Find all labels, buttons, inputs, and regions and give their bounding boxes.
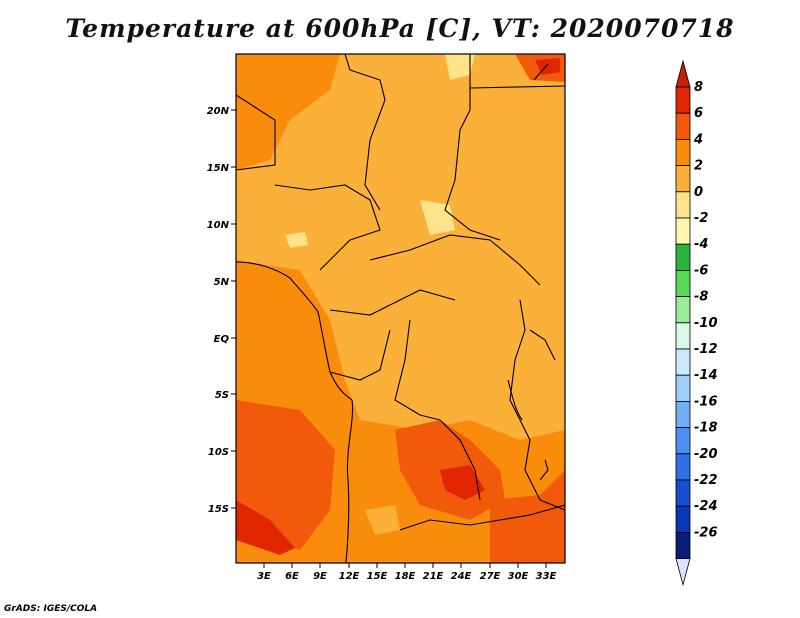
colorbar-label: -10: [694, 316, 718, 331]
colorbar-box: [675, 453, 691, 481]
colorbar-label: 4: [693, 132, 703, 147]
colorbar-label: -26: [694, 525, 718, 540]
lon-tick-label: 33E: [536, 571, 557, 582]
colorbar-box: [675, 322, 691, 350]
temperature-field: [236, 54, 565, 563]
lat-tick-label: 15N: [207, 163, 230, 174]
lon-tick-label: 30E: [508, 571, 529, 582]
colorbar-label: -18: [694, 421, 718, 436]
colorbar-label: -12: [694, 342, 718, 357]
lat-tick-label: EQ: [214, 334, 230, 345]
colorbar-label: 2: [694, 159, 703, 174]
lon-tick-label: 12E: [339, 571, 360, 582]
colorbar-label: -22: [694, 473, 718, 488]
lon-tick-label: 21E: [423, 571, 444, 582]
colorbar-label: -20: [694, 447, 718, 462]
colorbar-label: -4: [694, 237, 708, 252]
colorbar-box: [675, 427, 691, 455]
lat-tick-label: 10N: [207, 220, 230, 231]
colorbar-label: -16: [694, 394, 718, 409]
lat-axis: 20N 15N 10N 5N EQ 5S 10S 15S: [207, 106, 236, 515]
lon-tick-label: 18E: [395, 571, 416, 582]
colorbar-label: -24: [694, 499, 718, 514]
colorbar-under-triangle: [675, 558, 691, 587]
lat-tick-label: 5S: [215, 390, 229, 401]
lon-tick-label: 3E: [257, 571, 271, 582]
lat-tick-label: 20N: [207, 106, 230, 117]
colorbar-box: [675, 112, 691, 140]
lon-tick-label: 27E: [480, 571, 501, 582]
colorbar-box: [675, 296, 691, 324]
colorbar-label: -2: [694, 211, 708, 226]
colorbar-box: [675, 400, 691, 428]
lat-tick-label: 15S: [208, 504, 229, 515]
colorbar-box: [675, 191, 691, 219]
colorbar: 8 6 4 2 0 -2 -4 -6 -8 -10 -12 -14 -16 -18 -20 -22 -24 -26: [675, 59, 718, 587]
colorbar-box: [675, 374, 691, 402]
colorbar-box: [675, 505, 691, 533]
lat-tick-label: 10S: [208, 447, 229, 458]
colorbar-box: [675, 217, 691, 245]
colorbar-box: [675, 138, 691, 166]
lon-axis: 3E 6E 9E 12E 15E 18E 21E 24E 27E 30E 33E: [257, 563, 557, 582]
lon-tick-label: 6E: [285, 571, 299, 582]
plot-frame: [235, 53, 566, 564]
lon-tick-label: 24E: [451, 571, 472, 582]
colorbar-label: -6: [694, 263, 708, 278]
colorbar-label: 8: [694, 80, 703, 95]
colorbar-box: [675, 243, 691, 271]
map-title: Temperature at 600hPa [C], VT: 202007071…: [65, 14, 735, 43]
lat-tick-label: 5N: [214, 277, 230, 288]
colorbar-box: [675, 532, 691, 560]
colorbar-box: [675, 348, 691, 376]
colorbar-box: [675, 165, 691, 193]
colorbar-box: [675, 86, 691, 114]
lon-tick-label: 15E: [367, 571, 388, 582]
lon-tick-label: 9E: [313, 571, 327, 582]
colorbar-label: -8: [694, 290, 708, 305]
colorbar-label: -14: [694, 368, 718, 383]
colorbar-over-triangle: [675, 59, 691, 88]
colorbar-box: [675, 269, 691, 297]
credit-text: GrADS: IGES/COLA: [4, 604, 98, 614]
colorbar-label: 0: [694, 185, 703, 200]
colorbar-box: [675, 479, 691, 507]
colorbar-label: 6: [694, 106, 703, 121]
